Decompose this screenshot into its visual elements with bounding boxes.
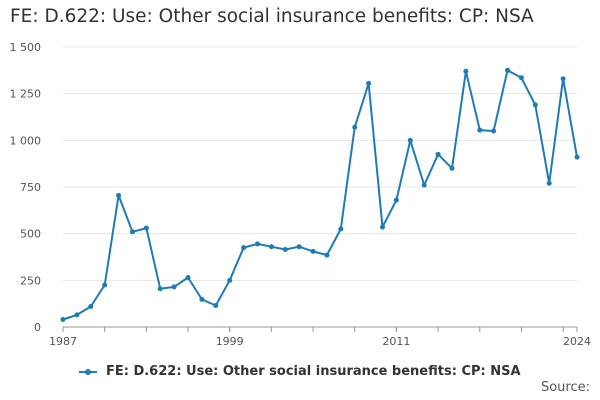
data-point [435, 151, 441, 157]
data-point [143, 225, 149, 231]
axes: 0 250 500 750 1 000 1 250 1 500 1987 1999 2011 202… [10, 41, 592, 348]
data-point [421, 182, 427, 188]
data-point [518, 75, 524, 81]
data-point [560, 76, 566, 82]
data-point [338, 226, 344, 232]
y-tick-label: 0 [34, 321, 41, 334]
data-point [268, 244, 274, 250]
data-point [324, 252, 330, 258]
y-tick-label: 250 [20, 274, 41, 287]
data-point [310, 248, 316, 254]
data-point [449, 165, 455, 171]
line-chart: 0 250 500 750 1 000 1 250 1 500 1987 1999 2011 202… [10, 41, 592, 348]
data-point [102, 282, 108, 288]
data-point [505, 67, 511, 73]
data-point [171, 284, 177, 290]
x-tick-label: 2011 [382, 335, 410, 348]
y-tick-label: 1 000 [10, 134, 42, 147]
data-point [241, 245, 247, 251]
data-point [74, 312, 80, 318]
x-tick-label: 2024 [563, 335, 591, 348]
y-tick-label: 1 250 [10, 88, 42, 101]
data-point [227, 277, 233, 283]
legend[interactable]: FE: D.622: Use: Other social insurance b… [0, 364, 600, 379]
chart-title: FE: D.622: Use: Other social insurance b… [10, 6, 534, 27]
data-point [129, 229, 135, 235]
legend-line-icon [79, 367, 98, 377]
data-point [157, 286, 163, 292]
data-point [88, 303, 94, 309]
data-point [407, 137, 413, 143]
series-line [62, 69, 578, 321]
data-point [199, 296, 205, 302]
y-tick-label: 750 [20, 181, 41, 194]
data-point [532, 102, 538, 108]
data-point [185, 275, 191, 281]
data-point [254, 241, 260, 247]
y-tick-label: 1 500 [10, 41, 42, 54]
series-line-layer [60, 67, 580, 323]
data-point [380, 224, 386, 230]
data-point [393, 197, 399, 203]
y-tick-label: 500 [20, 228, 41, 241]
source-label: Source: [540, 380, 590, 395]
data-point [477, 127, 483, 133]
data-point [366, 80, 372, 86]
data-point [282, 247, 288, 253]
data-point [491, 128, 497, 134]
legend-label: FE: D.622: Use: Other social insurance b… [105, 364, 521, 379]
x-tick-label: 1999 [216, 335, 244, 348]
data-point [116, 192, 122, 198]
x-tick-label: 1987 [49, 335, 77, 348]
data-point [463, 68, 469, 74]
gridlines [63, 46, 577, 281]
data-point [213, 303, 219, 309]
data-point [352, 124, 358, 130]
data-point [60, 317, 66, 323]
data-point [546, 180, 552, 186]
data-point [574, 154, 580, 160]
data-point [296, 244, 302, 250]
